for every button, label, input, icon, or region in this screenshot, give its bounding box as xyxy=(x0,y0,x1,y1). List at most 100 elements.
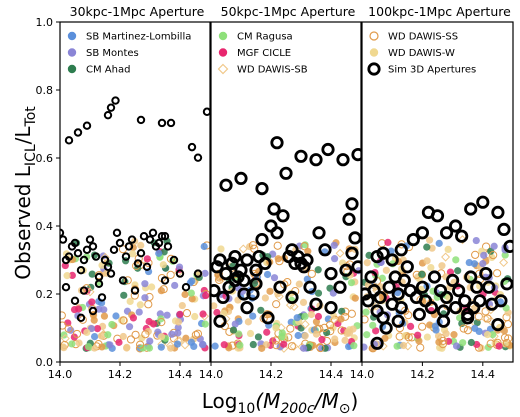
sim-point xyxy=(202,107,210,116)
observed-point xyxy=(249,312,257,320)
observed-point xyxy=(88,298,96,306)
sim-point xyxy=(106,103,116,112)
sim-point xyxy=(148,228,158,238)
sim-point xyxy=(88,242,98,251)
observed-point xyxy=(301,312,309,320)
observed-point xyxy=(475,327,483,335)
x-tick-label: 14.4 xyxy=(168,368,193,381)
sim-point xyxy=(464,202,478,216)
observed-point xyxy=(287,342,296,351)
observed-point xyxy=(187,289,195,297)
observed-point xyxy=(244,318,252,326)
observed-point xyxy=(286,324,295,333)
observed-point xyxy=(432,326,440,334)
observed-point xyxy=(60,333,70,344)
legend-label: CM Ahad xyxy=(86,65,130,76)
legend-marker xyxy=(67,31,77,41)
observed-point xyxy=(441,252,451,262)
sim-point xyxy=(445,273,460,287)
observed-point xyxy=(60,344,68,352)
observed-point xyxy=(231,320,239,328)
observed-point xyxy=(136,301,144,309)
sim-point xyxy=(270,226,284,240)
observed-point xyxy=(139,344,147,352)
observed-point xyxy=(426,236,434,244)
observed-point xyxy=(289,302,299,312)
sim-point xyxy=(312,226,326,240)
observed-point xyxy=(482,242,491,251)
observed-point xyxy=(157,333,166,341)
observed-point xyxy=(459,324,468,333)
observed-point xyxy=(182,309,192,318)
observed-point xyxy=(123,276,132,285)
observed-point xyxy=(182,334,190,342)
observed-point xyxy=(136,340,145,349)
y-tick-label: 1.0 xyxy=(36,16,54,29)
observed-point xyxy=(171,281,179,290)
observed-point xyxy=(83,253,91,261)
sim-point xyxy=(76,266,86,275)
sim-point xyxy=(79,255,89,265)
observed-point xyxy=(489,251,498,260)
observed-point xyxy=(235,330,243,338)
observed-point xyxy=(187,338,195,346)
legend-marker xyxy=(369,31,379,41)
observed-point xyxy=(483,314,492,323)
sim-point xyxy=(400,260,414,274)
sim-point xyxy=(491,205,505,219)
observed-point xyxy=(69,255,77,264)
observed-point xyxy=(335,248,345,258)
sim-point xyxy=(342,212,356,226)
observed-point xyxy=(272,324,280,332)
observed-point xyxy=(263,270,272,279)
observed-point xyxy=(454,267,462,275)
observed-point xyxy=(228,341,237,350)
observed-point xyxy=(163,311,171,319)
sim-point xyxy=(211,260,224,274)
sim-point xyxy=(385,253,399,267)
sim-point xyxy=(133,259,143,268)
sim-point xyxy=(273,280,287,294)
observed-point xyxy=(438,262,446,270)
sim-point xyxy=(70,238,80,248)
observed-point xyxy=(299,344,308,352)
x-tick-label: 14.2 xyxy=(108,368,133,381)
observed-point xyxy=(496,298,504,306)
sim-point xyxy=(397,273,411,287)
panel-1: 30kpc-1Mpc Aperture SB Martinez-Lombilla S… xyxy=(48,4,211,381)
observed-point xyxy=(263,328,271,336)
sim-point xyxy=(228,273,242,287)
observed-point xyxy=(174,323,182,332)
sim-point xyxy=(154,238,164,248)
observed-point xyxy=(141,294,149,302)
sim-point xyxy=(379,321,393,335)
legend-label: WD DAWIS-SB xyxy=(237,65,308,76)
observed-point xyxy=(318,336,326,344)
sim-point xyxy=(491,317,505,332)
observed-point xyxy=(271,336,280,345)
panel-frame xyxy=(59,21,211,363)
sim-point xyxy=(345,197,359,211)
sim-point xyxy=(427,270,442,284)
observed-point xyxy=(299,298,308,307)
sim-point xyxy=(500,277,513,291)
legend-label: SB Montes xyxy=(86,48,139,59)
observed-point xyxy=(266,287,274,295)
observed-point xyxy=(382,266,390,274)
sim-point xyxy=(461,307,475,321)
observed-point xyxy=(90,316,98,324)
observed-point xyxy=(444,245,452,253)
observed-point xyxy=(416,343,425,352)
sim-point xyxy=(219,266,233,281)
observed-point xyxy=(175,263,184,271)
observed-point xyxy=(70,333,78,341)
observed-point xyxy=(202,291,210,300)
sim-point xyxy=(100,255,110,265)
observed-point xyxy=(442,330,450,338)
observed-point xyxy=(236,341,244,349)
observed-point xyxy=(434,332,443,340)
legend-marker xyxy=(67,48,77,57)
sim-point xyxy=(294,149,308,163)
sim-point xyxy=(91,252,101,261)
